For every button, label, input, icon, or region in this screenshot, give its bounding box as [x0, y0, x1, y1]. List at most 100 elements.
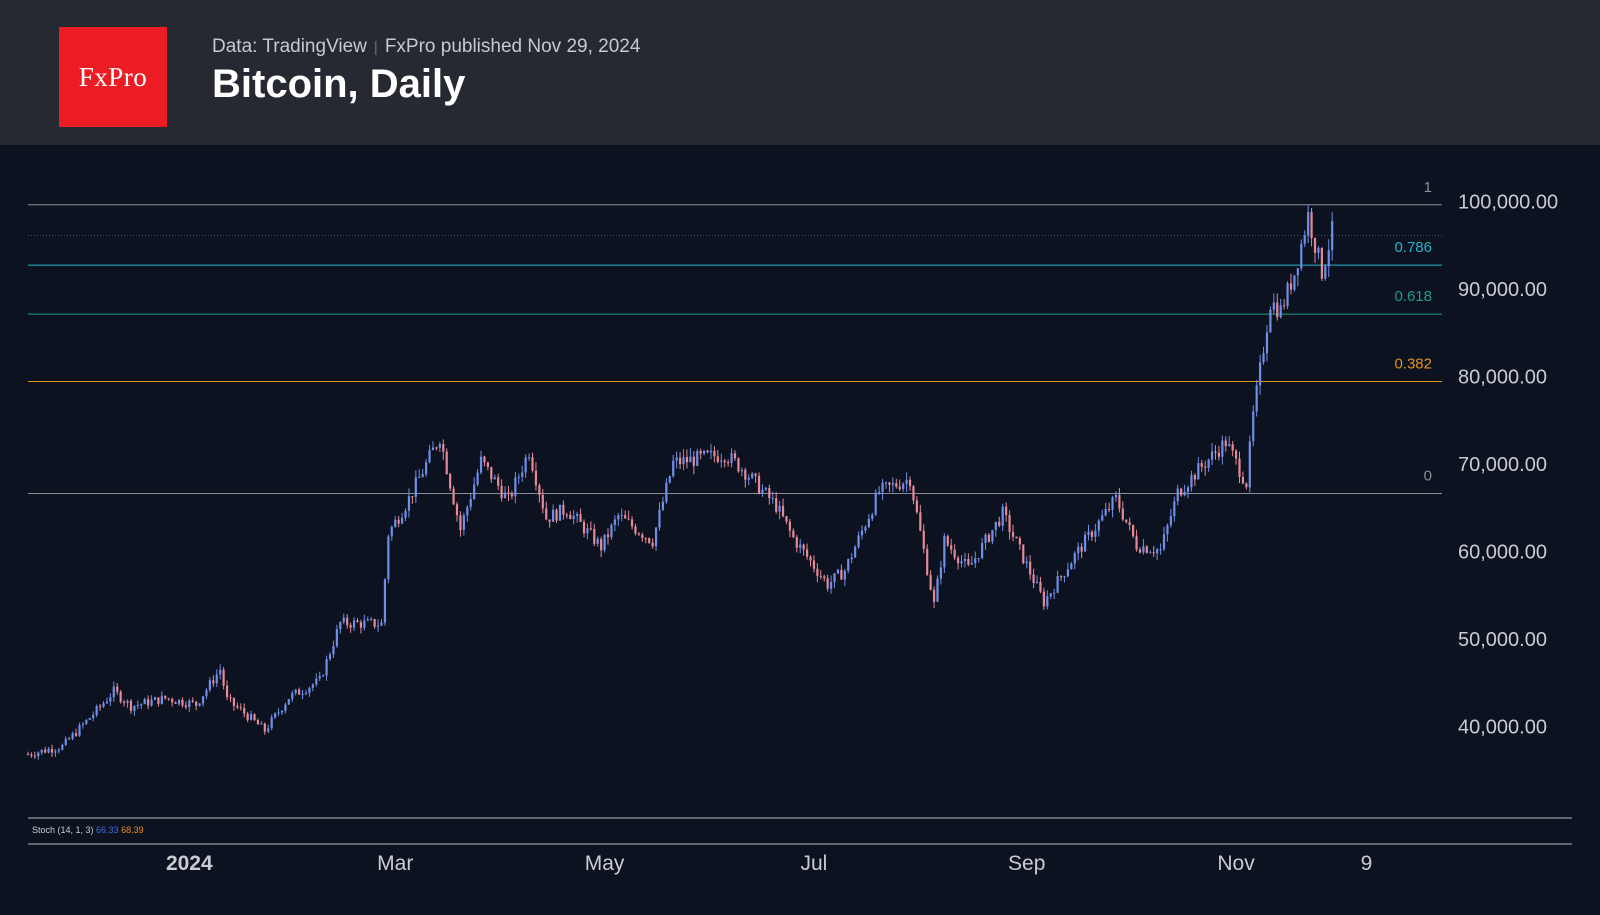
- candle-body: [167, 698, 170, 700]
- candle-body: [270, 717, 273, 729]
- candle-body: [376, 625, 380, 627]
- candle-body: [939, 567, 943, 579]
- price-tick-label: 40,000.00: [1458, 716, 1547, 738]
- candle-body: [905, 479, 908, 484]
- candle-body: [1317, 247, 1320, 253]
- candle-body: [452, 488, 455, 505]
- candle-body: [692, 456, 695, 466]
- candle-body: [527, 457, 531, 459]
- candle-body: [198, 703, 201, 706]
- candle-body: [1149, 552, 1152, 554]
- candle-body: [459, 515, 462, 530]
- candle-body: [1029, 561, 1032, 575]
- candle-body: [298, 689, 301, 695]
- candle-body: [981, 542, 984, 559]
- candle-body: [112, 686, 115, 698]
- candle-body: [1059, 576, 1063, 578]
- stoch-legend: Stoch (14, 1, 3) 66.33 68.39: [32, 825, 144, 835]
- candle-body: [1303, 235, 1306, 244]
- candle-body: [322, 675, 325, 677]
- candle-body: [507, 492, 510, 494]
- price-chart[interactable]: 1 0.786 0.618 0.382 0 100,000.00 90,000.00 80,…: [0, 145, 1600, 915]
- candle-body: [521, 472, 524, 477]
- candle-body: [648, 538, 651, 543]
- candle-body: [816, 568, 819, 576]
- candle-body: [397, 519, 400, 524]
- candle-body: [768, 488, 771, 499]
- candle-body: [277, 712, 280, 714]
- candle-body: [1327, 250, 1330, 267]
- candle-body: [500, 485, 503, 499]
- candle-body: [352, 620, 356, 628]
- candle-body: [219, 669, 222, 675]
- candle-body: [744, 469, 747, 480]
- candle-body: [1207, 459, 1210, 468]
- candle-body: [267, 728, 270, 732]
- candle-body: [929, 574, 932, 590]
- candle-body: [895, 483, 898, 487]
- candle-body: [1224, 440, 1227, 447]
- candle-body: [1042, 591, 1045, 607]
- candle-body: [792, 530, 795, 538]
- candle-body: [232, 697, 236, 706]
- candle-body: [932, 589, 936, 602]
- candle-body: [462, 515, 465, 530]
- candle-body: [438, 443, 441, 448]
- candlesticks: [26, 204, 1334, 760]
- candle-body: [747, 477, 750, 480]
- candle-body: [383, 579, 387, 623]
- stoch-d-value: 68.39: [121, 825, 144, 835]
- price-tick-label: 50,000.00: [1458, 629, 1547, 651]
- candle-body: [50, 749, 54, 753]
- candle-body: [651, 542, 654, 547]
- time-tick-label: Jul: [801, 852, 828, 875]
- time-tick-label: May: [585, 852, 625, 875]
- candle-body: [675, 457, 678, 461]
- candle-body: [407, 496, 411, 511]
- candle-body: [1241, 476, 1245, 484]
- candle-body: [503, 492, 507, 499]
- time-tick-label: Nov: [1217, 852, 1255, 875]
- candle-body: [819, 575, 822, 577]
- candle-body: [723, 460, 726, 463]
- candle-body: [1210, 451, 1214, 460]
- candle-body: [593, 529, 596, 544]
- candle-body: [555, 509, 558, 521]
- candle-body: [579, 514, 582, 522]
- candle-body: [987, 534, 991, 542]
- candle-body: [390, 526, 393, 537]
- candle-body: [757, 475, 761, 494]
- candle-body: [246, 713, 249, 720]
- candle-body: [212, 680, 215, 684]
- candle-body: [922, 530, 925, 549]
- candle-body: [775, 498, 778, 512]
- candle-body: [294, 689, 297, 694]
- candle-body: [225, 685, 229, 698]
- data-source: Data: TradingView: [212, 36, 367, 57]
- candle-body: [620, 515, 623, 517]
- candle-body: [414, 477, 417, 497]
- candle-body: [1083, 534, 1087, 552]
- candle-body: [315, 678, 318, 685]
- candle-body: [1005, 506, 1008, 516]
- candle-body: [847, 559, 850, 571]
- candle-body: [411, 496, 414, 498]
- candle-body: [1097, 520, 1100, 531]
- candle-body: [1231, 444, 1234, 451]
- candle-body: [754, 473, 757, 476]
- candle-body: [1107, 508, 1111, 510]
- price-tick-label: 100,000.00: [1458, 191, 1558, 213]
- candle-body: [349, 625, 352, 628]
- candle-body: [898, 486, 901, 490]
- candle-body: [1248, 441, 1251, 488]
- candle-body: [1077, 546, 1080, 554]
- candle-body: [582, 521, 586, 534]
- candle-body: [984, 534, 987, 543]
- candle-body: [713, 450, 716, 457]
- candle-body: [78, 724, 81, 736]
- candle-body: [129, 700, 133, 711]
- candle-body: [88, 718, 91, 720]
- candle-body: [1190, 474, 1193, 488]
- candle-body: [761, 489, 764, 494]
- candle-body: [428, 450, 431, 463]
